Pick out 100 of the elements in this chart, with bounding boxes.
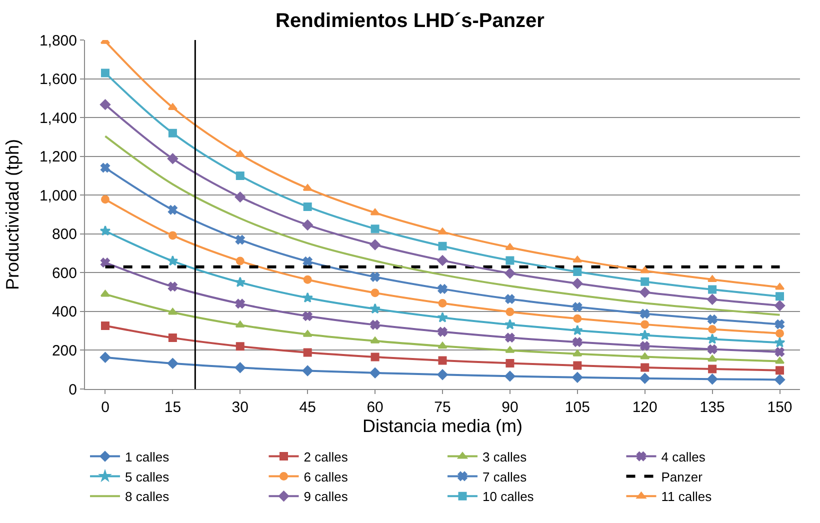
point — [572, 350, 582, 356]
point — [167, 358, 178, 369]
point — [774, 337, 786, 348]
point — [437, 369, 448, 380]
point — [370, 352, 380, 362]
point — [438, 242, 447, 250]
point — [100, 290, 110, 297]
point — [370, 239, 380, 250]
point — [100, 322, 110, 330]
y-tick-label: 200 — [52, 342, 77, 360]
point — [438, 299, 447, 308]
point — [370, 272, 380, 282]
point — [776, 292, 784, 301]
y-tick-label: 600 — [52, 264, 77, 282]
x-tick-label: 75 — [434, 399, 451, 416]
point — [303, 348, 312, 357]
point — [708, 354, 718, 362]
point — [438, 284, 448, 294]
point — [100, 225, 111, 236]
legend-label: 5 calles — [125, 469, 170, 484]
point — [572, 324, 583, 336]
point — [707, 374, 718, 384]
x-tick-label: 45 — [299, 399, 316, 416]
point — [776, 366, 784, 375]
point — [370, 288, 380, 298]
point — [370, 303, 380, 314]
point — [234, 362, 246, 373]
y-tick-label: 1,200 — [39, 148, 77, 166]
point — [774, 282, 785, 290]
point — [234, 276, 246, 288]
point — [167, 153, 178, 164]
x-tick-label: 60 — [366, 399, 384, 416]
point — [640, 266, 650, 274]
point — [236, 171, 244, 180]
legend-label: 4 calles — [661, 449, 706, 464]
point — [168, 103, 178, 110]
point — [100, 163, 110, 172]
legend-label: 3 calles — [482, 449, 528, 464]
point — [572, 302, 582, 312]
point — [100, 99, 111, 110]
point — [100, 195, 110, 204]
point — [572, 337, 582, 347]
chart-title: Rendimientos LHD´s-Panzer — [276, 10, 545, 32]
x-tick-label: 105 — [564, 399, 590, 416]
point — [708, 275, 718, 282]
point — [302, 330, 312, 337]
point — [437, 255, 448, 266]
point — [572, 256, 582, 263]
legend-label: 6 calles — [304, 469, 348, 484]
point — [235, 320, 245, 328]
point — [100, 258, 110, 268]
legend-label: 7 calles — [482, 469, 528, 484]
point — [640, 352, 650, 360]
point — [640, 309, 650, 318]
point — [505, 332, 515, 342]
point — [707, 294, 718, 305]
point — [774, 374, 786, 385]
point — [168, 128, 177, 138]
y-tick-label: 1,800 — [39, 32, 77, 50]
point — [506, 256, 514, 265]
point — [235, 150, 245, 157]
point — [370, 368, 380, 378]
point — [302, 311, 312, 321]
legend-label: 9 calles — [304, 489, 348, 504]
point — [168, 231, 177, 240]
legend-label: 1 calles — [125, 449, 170, 464]
point — [370, 224, 380, 234]
point — [302, 292, 313, 303]
point — [168, 308, 178, 315]
point — [573, 267, 582, 276]
point — [640, 277, 650, 286]
y-axis-title: Productividad (tph) — [2, 138, 23, 290]
point — [438, 356, 447, 365]
legend-label: 10 calles — [482, 489, 534, 504]
point — [504, 370, 516, 382]
x-tick-label: 90 — [502, 399, 518, 416]
x-axis-title: Distancia media (m) — [362, 416, 523, 436]
y-tick-label: 1,600 — [39, 71, 77, 88]
point — [708, 285, 717, 294]
point — [438, 327, 448, 337]
point — [370, 208, 380, 216]
point — [505, 346, 515, 353]
y-tick-label: 1,400 — [39, 110, 77, 127]
point — [236, 342, 244, 351]
point — [506, 308, 514, 316]
point — [573, 314, 582, 323]
point — [168, 205, 178, 215]
point — [168, 334, 177, 342]
point — [235, 298, 245, 308]
point — [706, 334, 718, 344]
point — [640, 363, 650, 372]
x-tick-label: 0 — [101, 399, 110, 416]
point — [504, 318, 516, 330]
line-series — [104, 135, 781, 316]
y-tick-label: 1,000 — [39, 187, 77, 204]
point — [437, 312, 448, 322]
legend-label: 11 calles — [661, 489, 712, 504]
point — [774, 300, 786, 311]
point — [640, 373, 650, 384]
point — [302, 365, 313, 376]
